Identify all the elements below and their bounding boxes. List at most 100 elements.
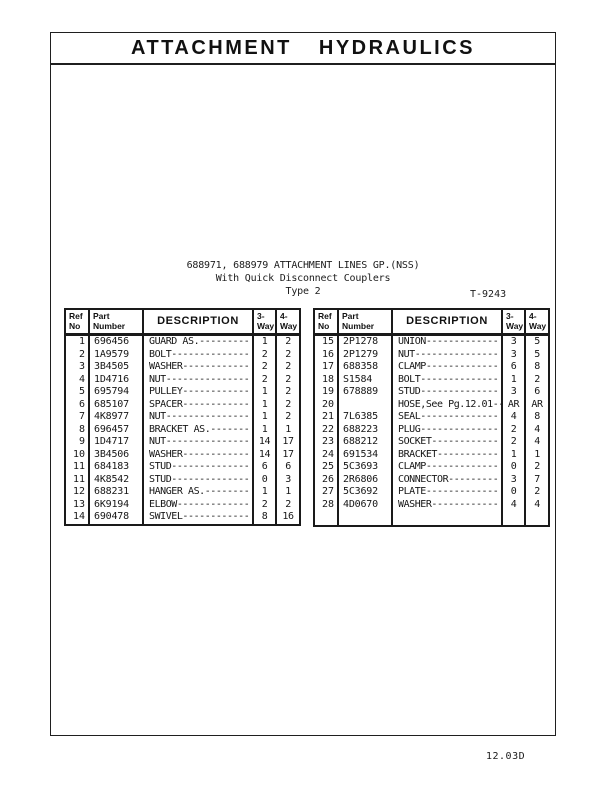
qty-3way-cell: 0 — [503, 461, 526, 474]
qty-3way-cell: 14 — [254, 448, 277, 461]
description-cell: SEAL-------------- — [393, 411, 503, 424]
header-ref-no: Ref No — [315, 310, 339, 333]
empty-cell — [526, 511, 548, 525]
qty-4way-cell: 4 — [534, 436, 540, 447]
ref-no-cell: 11 — [66, 473, 90, 486]
part-number-cell: 7L6385 — [339, 411, 393, 424]
description-cell: SOCKET------------ — [393, 436, 503, 449]
part-number-cell: 3B4506 — [90, 448, 144, 461]
table-row: 10 3B4506 WASHER------------ 14 17 — [66, 448, 299, 461]
description-cell: UNION------------- — [393, 336, 503, 349]
qty-3way-cell: 4 — [503, 411, 526, 424]
part-number-cell: 696457 — [90, 423, 144, 436]
part-number-cell: 691534 — [339, 448, 393, 461]
qty-3way-cell: 3 — [503, 348, 526, 361]
qty-3way-cell: 2 — [254, 348, 277, 361]
table-row: 15 2P1278 UNION------------- 3 5 — [315, 336, 548, 349]
ref-no-cell: 1 — [66, 336, 90, 349]
qty-4way-cell: 7 — [534, 473, 540, 485]
qty-4way-cell: 2 — [285, 498, 291, 510]
ref-no-cell: 19 — [315, 386, 339, 399]
description-cell: BOLT-------------- — [393, 373, 503, 386]
qty-3way-cell: 6 — [254, 461, 277, 474]
part-number-cell: 2P1279 — [339, 348, 393, 361]
qty-4way-cell: 1 — [285, 423, 291, 435]
table-row: 26 2R6806 CONNECTOR--------- 3 7 — [315, 473, 548, 486]
table-row: 23 688212 SOCKET------------ 2 4 — [315, 436, 548, 449]
ref-no-cell: 13 — [66, 498, 90, 511]
qty-3way-cell: 14 — [254, 436, 277, 449]
ref-no-cell: 23 — [315, 436, 339, 449]
header-description: DESCRIPTION — [393, 310, 503, 333]
qty-4way-cell: 5 — [534, 348, 540, 360]
qty-4way-cell: 2 — [285, 373, 291, 385]
ref-no-cell: 6 — [66, 398, 90, 411]
table-row: 19 678889 STUD-------------- 3 6 — [315, 386, 548, 399]
ref-no-cell: 2 — [66, 348, 90, 361]
qty-4way-cell: 17 — [282, 436, 294, 447]
part-number-cell: 685107 — [90, 398, 144, 411]
qty-3way-cell: 1 — [503, 373, 526, 386]
header-3-way: 3- Way — [254, 310, 277, 333]
description-cell: PLATE------------- — [393, 486, 503, 499]
qty-3way-cell: 8 — [254, 511, 277, 524]
table-row: 14 690478 SWIVEL------------ 8 16 — [66, 511, 299, 524]
ref-no-cell: 16 — [315, 348, 339, 361]
table-row: 5 695794 PULLEY------------ 1 2 — [66, 386, 299, 399]
qty-4way-cell: 2 — [285, 336, 291, 347]
qty-4way-cell: 2 — [534, 461, 540, 472]
ref-no-cell: 20 — [315, 398, 339, 411]
ref-no-cell: 17 — [315, 361, 339, 374]
page-banner: ATTACHMENT HYDRAULICS — [51, 33, 555, 65]
part-number-cell: 1A9579 — [90, 348, 144, 361]
description-cell: BRACKET----------- — [393, 448, 503, 461]
qty-4way-cell: 2 — [285, 398, 291, 410]
ref-no-cell: 21 — [315, 411, 339, 424]
header-ref-no: Ref No — [66, 310, 90, 333]
ref-no-cell: 8 — [66, 423, 90, 436]
qty-3way-cell: 2 — [254, 361, 277, 374]
ref-no-cell: 14 — [66, 511, 90, 524]
qty-3way-cell: 3 — [503, 386, 526, 399]
banner-word-2: HYDRAULICS — [318, 36, 476, 59]
ref-no-cell: 9 — [66, 436, 90, 449]
ref-no-cell: 11 — [66, 461, 90, 474]
header-description: DESCRIPTION — [144, 310, 254, 333]
part-number-cell: 688223 — [339, 423, 393, 436]
table-row: 16 2P1279 NUT--------------- 3 5 — [315, 348, 548, 361]
table-row: 11 4K8542 STUD-------------- 0 3 — [66, 473, 299, 486]
table-row: 24 691534 BRACKET----------- 1 1 — [315, 448, 548, 461]
group-title-line2: With Quick Disconnect Couplers — [215, 273, 391, 284]
part-number-cell: 4K8977 — [90, 411, 144, 424]
part-number-cell: 2P1278 — [339, 336, 393, 349]
description-cell: BOLT-------------- — [144, 348, 254, 361]
header-3-way: 3- Way — [503, 310, 526, 333]
description-cell: GUARD AS.--------- — [144, 336, 254, 349]
qty-4way-cell: 2 — [285, 411, 291, 422]
table-row: 9 1D4717 NUT--------------- 14 17 — [66, 436, 299, 449]
group-title-line3: Type 2 — [285, 286, 321, 297]
qty-4way-cell: 3 — [285, 473, 291, 485]
part-number-cell: 1D4716 — [90, 373, 144, 386]
ref-no-cell: 10 — [66, 448, 90, 461]
table-row: 11 684183 STUD-------------- 6 6 — [66, 461, 299, 474]
table-row: 18 S1584 BOLT-------------- 1 2 — [315, 373, 548, 386]
table-header-row: Ref No Part Number DESCRIPTION 3- Way 4- Way — [66, 310, 299, 336]
table-row: 25 5C3693 CLAMP------------- 0 2 — [315, 461, 548, 474]
description-cell: CLAMP------------- — [393, 461, 503, 474]
part-number-cell: 695794 — [90, 386, 144, 399]
table-row: 4 1D4716 NUT--------------- 2 2 — [66, 373, 299, 386]
description-cell: HOSE,See Pg.12.01-- — [393, 398, 504, 411]
banner-word-1: ATTACHMENT — [130, 36, 292, 59]
qty-3way-cell: 1 — [254, 398, 277, 411]
description-cell: NUT--------------- — [144, 411, 254, 424]
qty-4way-cell: 1 — [285, 486, 291, 497]
description-cell: SPACER------------ — [144, 398, 254, 411]
description-cell: NUT--------------- — [144, 373, 254, 386]
part-number-cell: 4K8542 — [90, 473, 144, 486]
description-cell: CONNECTOR--------- — [393, 473, 503, 486]
description-cell: PULLEY------------ — [144, 386, 254, 399]
header-part-number: Part Number — [339, 310, 393, 333]
description-cell: SWIVEL------------ — [144, 511, 254, 524]
qty-3way-cell: AR — [503, 398, 526, 411]
